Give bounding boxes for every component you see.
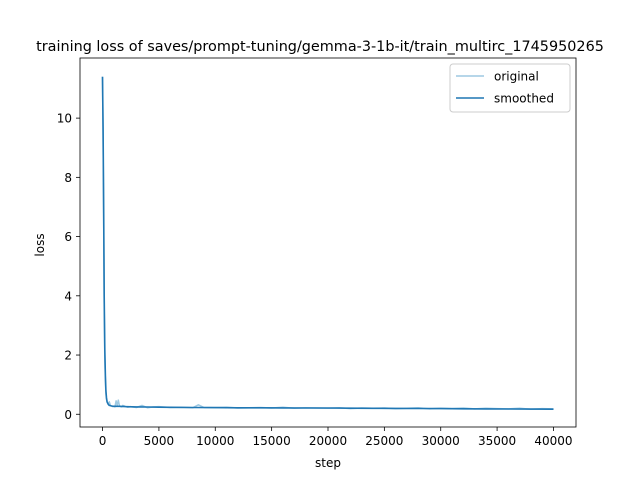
x-tick-label: 20000 — [309, 434, 347, 448]
plot-area — [101, 76, 554, 411]
legend-label-original: original — [494, 70, 539, 84]
y-axis-label: loss — [33, 233, 47, 256]
chart-title: training loss of saves/prompt-tuning/gem… — [36, 39, 604, 55]
series-line-smoothed — [101, 76, 554, 411]
y-tick-label: 10 — [57, 112, 72, 126]
y-tick-label: 8 — [64, 171, 72, 185]
y-tick-label: 6 — [64, 230, 72, 244]
axes: 0 5000 10000 15000 20000 25000 30000 35000 40000… — [57, 57, 577, 448]
x-tick-label: 10000 — [196, 434, 234, 448]
x-tick-label: 25000 — [365, 434, 403, 448]
x-tick-label: 40000 — [534, 434, 572, 448]
x-tick-label: 30000 — [422, 434, 460, 448]
x-tick-label: 5000 — [144, 434, 175, 448]
x-tick-label: 35000 — [478, 434, 516, 448]
x-tick-label: 15000 — [253, 434, 291, 448]
legend-label-smoothed: smoothed — [494, 92, 554, 106]
x-tick-label: 0 — [99, 434, 107, 448]
y-tick-label: 0 — [64, 408, 72, 422]
y-tick-label: 2 — [64, 349, 72, 363]
legend: original smoothed — [449, 63, 571, 113]
y-tick-label: 4 — [64, 289, 72, 303]
x-axis-label: step — [315, 456, 341, 470]
